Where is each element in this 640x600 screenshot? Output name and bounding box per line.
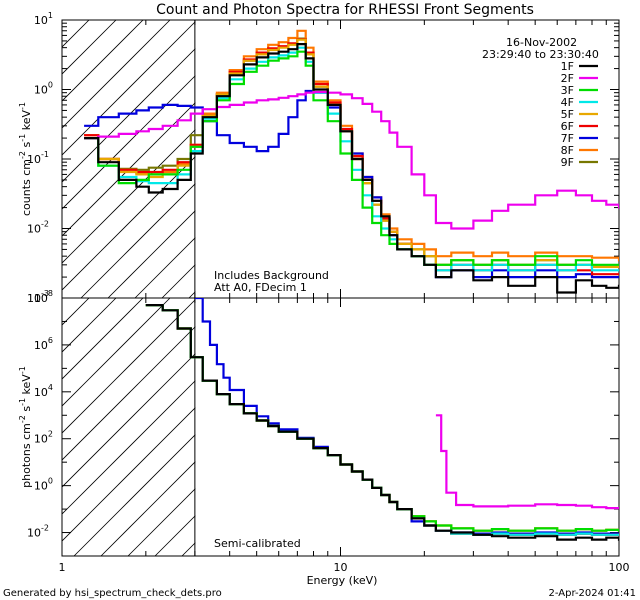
x-axis-label: Energy (keV) — [307, 574, 378, 587]
legend-label-9F: 9F — [561, 156, 574, 169]
photons-series-2F — [435, 414, 619, 510]
legend-label-7F: 7F — [561, 132, 574, 145]
observation-time-range: 23:29:40 to 23:30:40 — [482, 48, 599, 61]
hatch-line — [62, 20, 171, 129]
hatch-line — [62, 20, 198, 156]
y-tick-label: 101 — [34, 11, 53, 27]
hatch-line — [62, 298, 225, 461]
hatch-line — [62, 298, 198, 434]
counts-annotation-background: Includes Background — [214, 269, 329, 282]
counts-annotation-attenuator: Att A0, FDecim 1 — [214, 281, 307, 294]
x-tick-label: 100 — [609, 561, 630, 574]
y-tick-label: 100 — [34, 81, 53, 97]
y-tick-label: 100 — [34, 477, 53, 493]
counts-y-axis-label: counts cm-2 s-1 keV-1 — [18, 102, 33, 216]
hatch-line — [62, 298, 117, 353]
legend-label-2F: 2F — [561, 72, 574, 85]
hatch-line — [62, 20, 225, 183]
counts-panel: 10-3 10-2 10-1 100 101 16-Nov-2002 23:29:40 … — [18, 11, 620, 305]
legend-label-1F: 1F — [561, 60, 574, 73]
figure-title: Count and Photon Spectra for RHESSI Fron… — [156, 2, 534, 18]
y-tick-label: 102 — [34, 430, 53, 446]
x-tick-label: 10 — [334, 561, 348, 574]
counts-series-1F — [84, 43, 619, 294]
plot-area-background — [195, 298, 619, 556]
y-tick-label: 106 — [34, 336, 53, 352]
hatch-line — [62, 298, 90, 326]
counts-series-7F — [84, 89, 619, 279]
photons-series-group — [145, 298, 619, 541]
legend-label-8F: 8F — [561, 144, 574, 157]
legend-label-3F: 3F — [561, 84, 574, 97]
y-tick-label: 104 — [34, 383, 53, 399]
legend-label-6F: 6F — [561, 120, 574, 133]
legend-label-5F: 5F — [561, 108, 574, 121]
y-tick-label: 108 — [34, 289, 53, 305]
counts-series-8F — [84, 29, 619, 262]
footer-timestamp: 2-Apr-2024 01:41 — [549, 588, 636, 599]
hatch-line — [62, 20, 90, 48]
y-tick-label: 10-3 — [27, 289, 49, 305]
y-tick-label: 10-2 — [27, 524, 49, 540]
observation-date: 16-Nov-2002 — [506, 36, 577, 49]
photons-y-axis-label: photons cm-2 s-1 keV-1 — [18, 366, 33, 488]
photons-annotation-semi-calibrated: Semi-calibrated — [214, 537, 301, 550]
footer-generated-by: Generated by hsi_spectrum_check_dets.pro — [3, 588, 222, 599]
hatch-line — [62, 20, 144, 102]
counts-axes: 10-3 10-2 10-1 100 101 — [27, 11, 620, 305]
hatch-line — [62, 298, 144, 380]
photons-hatch-region — [62, 298, 619, 556]
y-tick-label: 10-1 — [27, 150, 49, 166]
x-tick-label: 1 — [59, 561, 66, 574]
counts-series-group — [84, 29, 619, 294]
y-tick-label: 10-2 — [27, 220, 49, 236]
hatch-line — [62, 298, 171, 407]
counts-series-2F — [84, 90, 619, 230]
photons-series-1F — [145, 304, 619, 541]
legend-label-4F: 4F — [561, 96, 574, 109]
hatch-line — [62, 20, 117, 75]
